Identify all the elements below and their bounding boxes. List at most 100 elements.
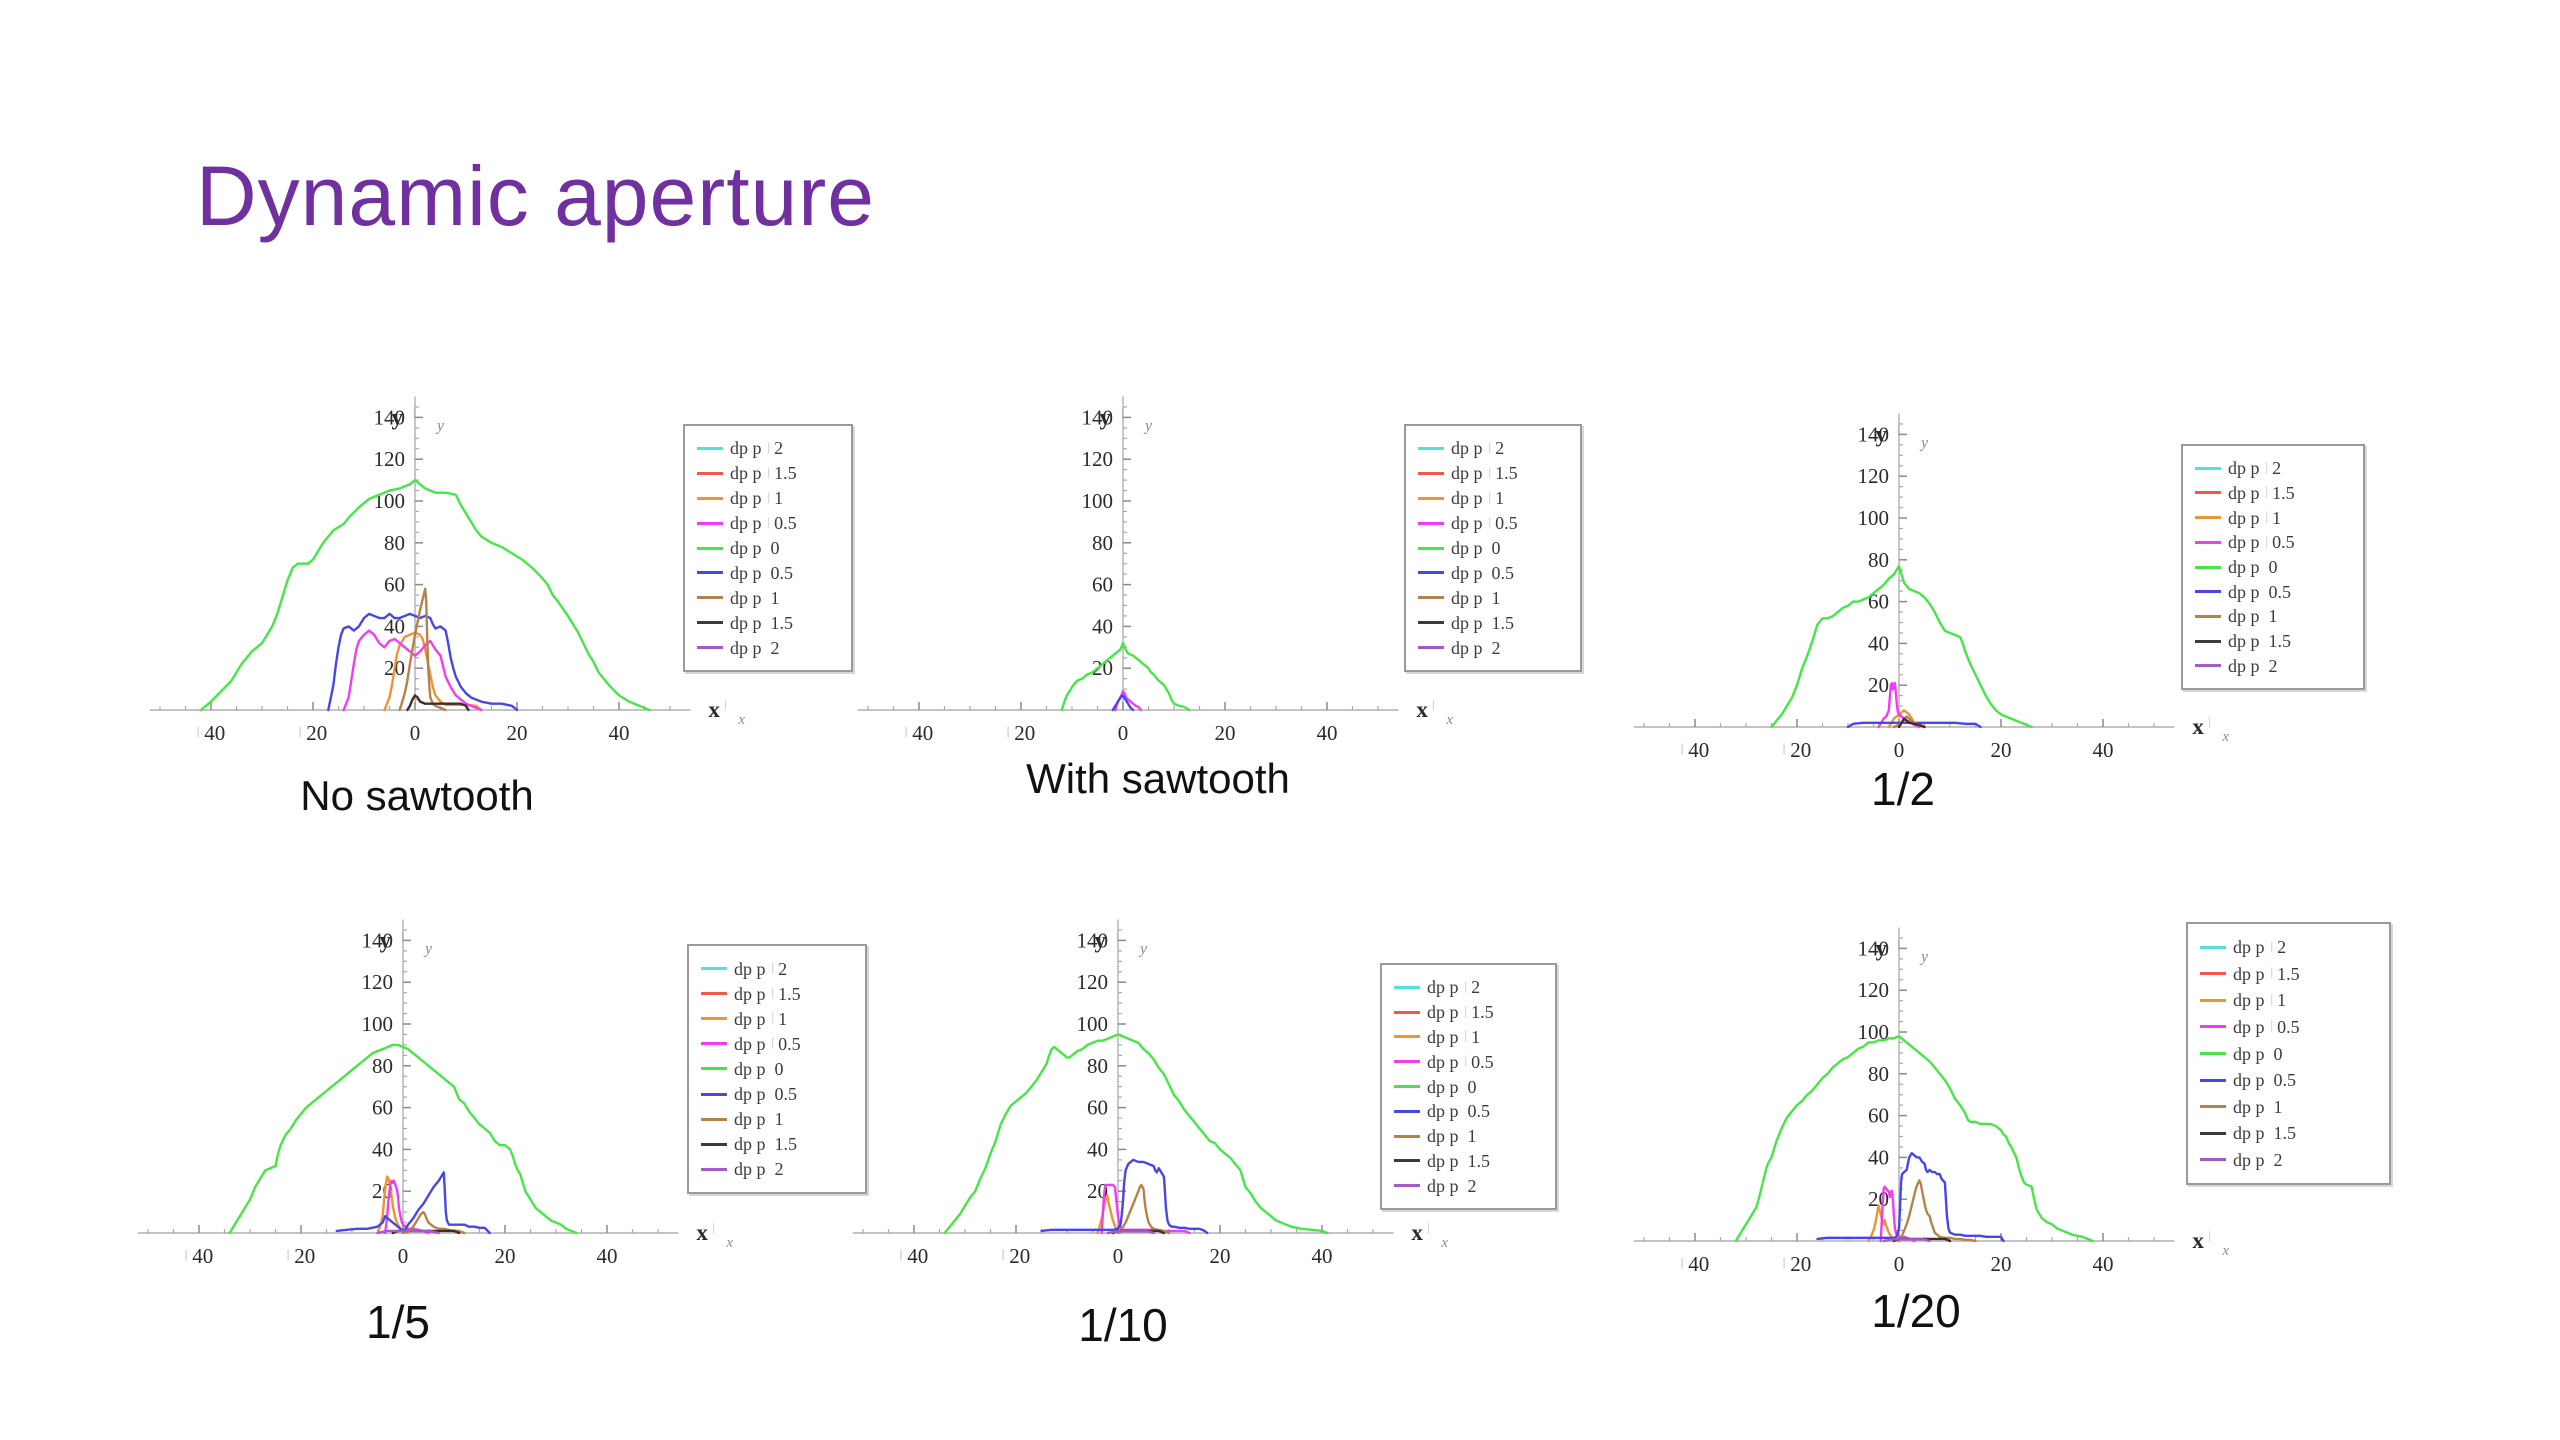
legend-item: dp p 0.5: [701, 1082, 857, 1107]
y-axis-label-echo: y: [435, 418, 445, 435]
legend-item: dp p | 2: [2200, 934, 2381, 961]
legend-label-prefix: dp p: [730, 513, 762, 534]
legend-line-swatch: [1394, 1109, 1420, 1113]
legend-minus-mark: |: [2265, 483, 2269, 499]
legend-label-prefix: dp p: [2228, 458, 2260, 479]
x-tick-label: | 20: [1007, 721, 1036, 745]
legend-line-swatch: [697, 496, 723, 500]
legend-minus-mark: |: [767, 463, 771, 479]
legend-minus-mark: |: [1488, 463, 1492, 479]
legend-label-value: 1.5: [778, 983, 801, 1004]
y-tick-label: 40: [1087, 1137, 1108, 1161]
legend-line-swatch: [697, 546, 723, 550]
legend-minus-mark: |: [767, 488, 771, 504]
legend-label-prefix: dp p: [730, 488, 762, 509]
legend-label-value: 0.5: [770, 562, 794, 583]
legend-label-prefix: dp p: [2233, 937, 2265, 958]
legend-item: dp p | 1: [1418, 486, 1572, 511]
legend-label-value: 2: [1467, 1175, 1477, 1196]
y-tick-label: 60: [372, 1096, 393, 1120]
y-tick-label: 40: [384, 614, 405, 638]
legend-label-value: 1.5: [2268, 631, 2292, 652]
legend-line-swatch: [1418, 496, 1444, 500]
legend-line-swatch: [2195, 639, 2221, 643]
legend-line-swatch: [2200, 945, 2226, 949]
legend-line-swatch: [1418, 446, 1444, 450]
x-tick-label: | 20: [1783, 1252, 1812, 1276]
x-tick-label: | 20: [1002, 1244, 1031, 1268]
legend-label-prefix: dp p: [1427, 1126, 1459, 1147]
legend-label-value: 0.5: [1471, 1051, 1494, 1072]
series-dp-p-1.5: [1897, 717, 1926, 729]
legend-1-2: dp p | 2 dp p | 1.5 dp p | 1 dp p | 0.5 dp p 0 dp p 0.5…: [2181, 444, 2365, 690]
legend-item: dp p | 2: [2195, 456, 2355, 481]
legend-line-swatch: [2195, 491, 2221, 495]
x-tick-label: | 40: [185, 1244, 214, 1268]
x-axis-label-mark: |: [712, 1220, 714, 1234]
y-tick-label: 120: [1858, 978, 1890, 1002]
series-dp-p-0.5: [1846, 721, 1982, 729]
x-tick-label: | 20: [1783, 738, 1812, 762]
legend-label-value: 0.5: [774, 1084, 798, 1105]
legend-line-swatch: [1394, 1134, 1420, 1138]
x-tick-label: | 20: [299, 721, 328, 745]
legend-label-value: 1.5: [2273, 1123, 2297, 1144]
legend-item: dp p | 0.5: [697, 511, 843, 536]
y-tick-label: 60: [1087, 1096, 1108, 1120]
y-tick-label: 140: [362, 928, 394, 952]
legend-label-value: 0: [774, 1058, 784, 1079]
legend-item: dp p | 1.5: [2200, 961, 2381, 988]
y-tick-label: 80: [1868, 1062, 1889, 1086]
legend-label-value: 0.5: [2277, 1016, 2300, 1037]
x-axis-label-mark: |: [724, 697, 726, 711]
legend-line-swatch: [1394, 1184, 1420, 1188]
legend-minus-mark: |: [1464, 1002, 1468, 1018]
legend-line-swatch: [2195, 614, 2221, 618]
x-axis-label: x: [2192, 714, 2204, 739]
y-tick-label: 100: [362, 1012, 394, 1036]
legend-item: dp p 2: [701, 1157, 857, 1182]
legend-label-prefix: dp p: [730, 538, 762, 558]
legend-item: dp p 1: [701, 1107, 857, 1132]
y-tick-label: 120: [374, 447, 406, 471]
legend-minus-mark: |: [1464, 977, 1468, 993]
legend-line-swatch: [1394, 1085, 1420, 1088]
legend-label-value: 2: [1491, 637, 1501, 658]
series-dp-p-0.5: [1040, 1158, 1209, 1235]
x-tick-label: 0: [410, 721, 421, 745]
legend-minus-mark: |: [2270, 990, 2274, 1006]
y-axis-label: y: [1876, 936, 1888, 961]
legend-minus-mark: |: [2265, 532, 2269, 548]
legend-label-value: 2: [2273, 1149, 2283, 1170]
legend-item: dp p | 1: [1394, 1025, 1547, 1050]
y-axis-label: y: [392, 405, 404, 430]
legend-minus-mark: |: [1488, 513, 1492, 529]
legend-label-prefix: dp p: [734, 1008, 766, 1029]
legend-label-value: 0.5: [2268, 581, 2292, 602]
legend-label-value: 2: [2277, 937, 2287, 958]
legend-label-value: 2: [2268, 655, 2278, 676]
y-axis-label-echo: y: [1138, 941, 1148, 958]
y-tick-label: 100: [1858, 506, 1890, 530]
x-tick-label: | 40: [900, 1244, 929, 1268]
legend-line-swatch: [2195, 664, 2221, 668]
legend-label-prefix: dp p: [2233, 1016, 2265, 1037]
legend-label-prefix: dp p: [2233, 990, 2265, 1011]
x-tick-label: 40: [1312, 1244, 1333, 1268]
legend-item: dp p 0: [697, 536, 843, 561]
legend-label-prefix: dp p: [734, 1084, 766, 1105]
legend-item: dp p 0.5: [2200, 1067, 2381, 1094]
x-tick-label: 20: [1991, 1252, 2012, 1276]
x-tick-label: 0: [1894, 738, 1905, 762]
x-axis-label: x: [2192, 1228, 2204, 1253]
legend-item: dp p | 1: [701, 1006, 857, 1031]
legend-1-5: dp p | 2 dp p | 1.5 dp p | 1 dp p | 0.5 dp p 0 dp p 0.5…: [687, 944, 867, 1194]
legend-line-swatch: [1418, 521, 1444, 525]
legend-label-prefix: dp p: [2233, 1149, 2265, 1170]
legend-with-sawtooth: dp p | 2 dp p | 1.5 dp p | 1 dp p | 0.5 dp p 0 dp p 0.5…: [1404, 424, 1582, 672]
legend-line-swatch: [697, 596, 723, 600]
x-axis-label: x: [696, 1220, 708, 1245]
